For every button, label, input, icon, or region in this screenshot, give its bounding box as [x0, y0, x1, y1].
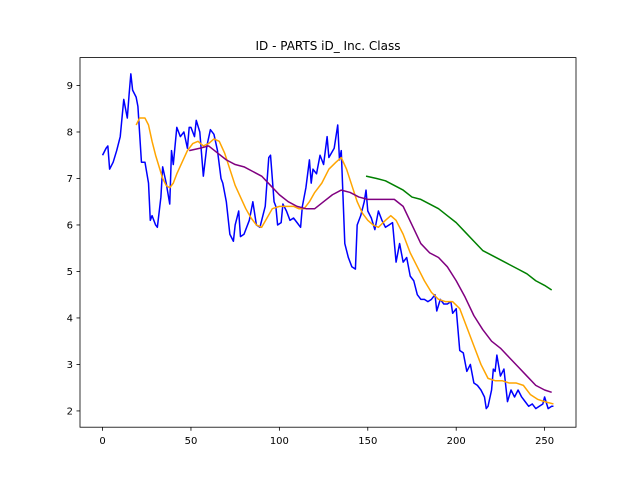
- x-tick-label: 150: [358, 436, 377, 447]
- y-tick-label: 3: [67, 360, 73, 371]
- y-tick-label: 6: [67, 220, 73, 231]
- line-series: [135, 117, 554, 405]
- x-tick-label: 250: [535, 436, 554, 447]
- x-tick-label: 200: [447, 436, 466, 447]
- x-tick-label: 100: [270, 436, 289, 447]
- y-tick-label: 2: [67, 406, 73, 417]
- y-tick-label: 9: [67, 81, 73, 92]
- y-tick-label: 8: [67, 127, 73, 138]
- x-tick-label: 50: [185, 436, 198, 447]
- y-tick-label: 5: [67, 267, 73, 278]
- y-tick-label: 7: [67, 174, 73, 185]
- y-tick-label: 4: [67, 313, 73, 324]
- line-series: [365, 175, 553, 291]
- plot-frame: [79, 57, 577, 428]
- x-tick-label: 0: [99, 436, 105, 447]
- chart-title: ID - PARTS iD_ Inc. Class: [256, 39, 401, 53]
- line-series: [101, 73, 554, 410]
- line-series: [189, 145, 552, 394]
